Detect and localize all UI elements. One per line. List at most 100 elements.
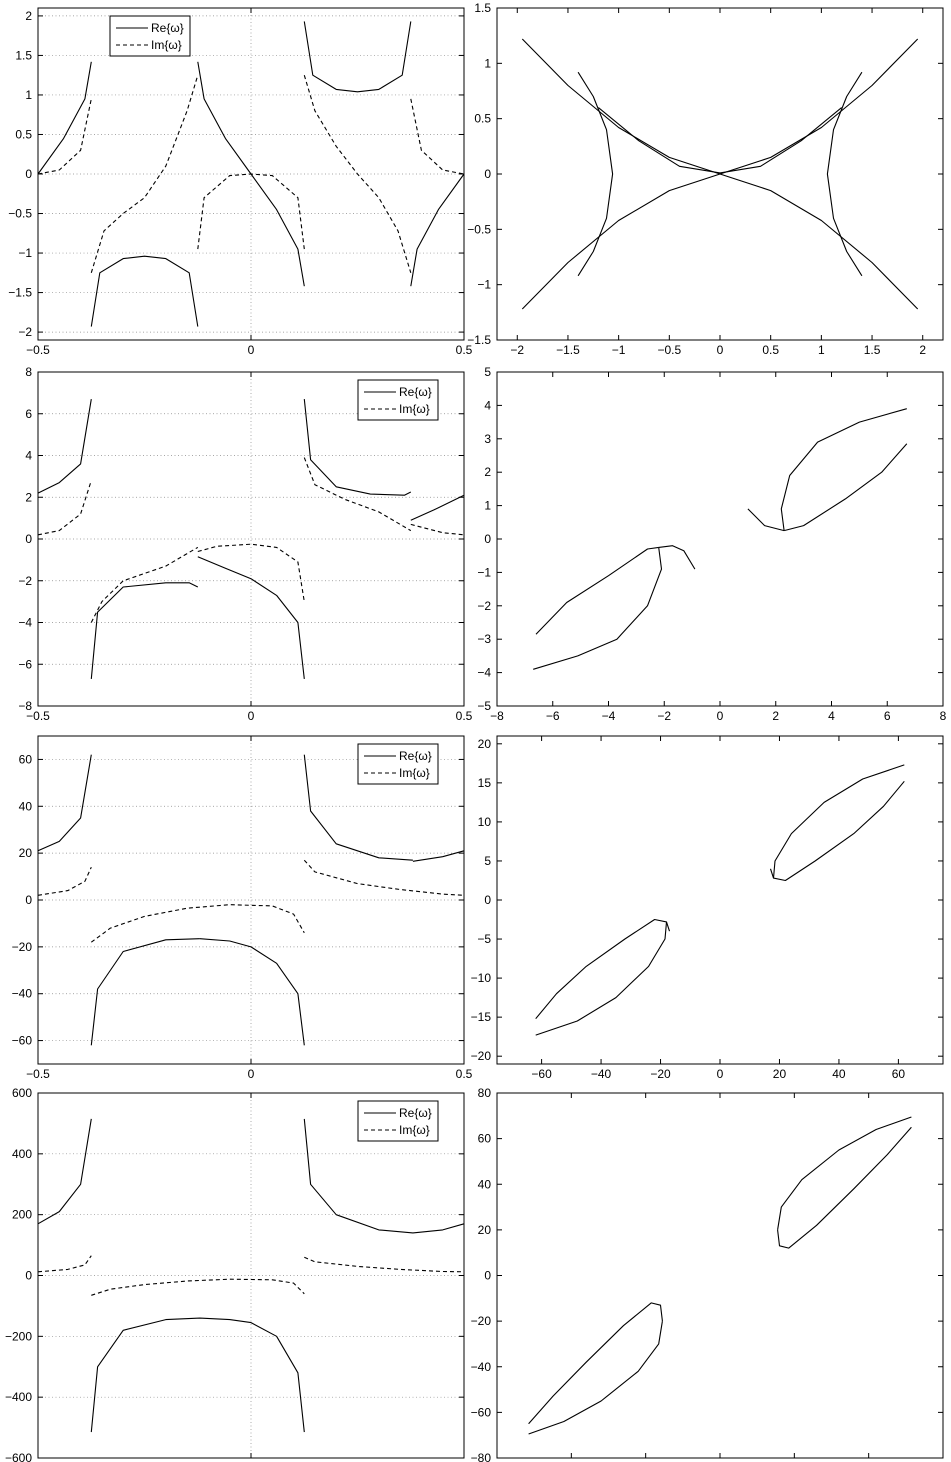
series-curve [535, 764, 905, 1036]
y-tick-label: 1 [484, 56, 491, 70]
series-real [37, 754, 465, 1046]
y-tick-label: 600 [12, 1086, 32, 1100]
y-tick-label: 0 [484, 532, 491, 546]
y-tick-label: 4 [25, 449, 32, 463]
x-tick-label: −0.5 [26, 709, 50, 723]
ticks: −2 −1.5 −1 −0.5 0 0.5 1 1.5 2 −1.5 −1 −0.5 0 0.5 1 1.5 [467, 1, 943, 357]
curve-segment [528, 1302, 663, 1425]
y-tick-label: −20 [471, 1314, 492, 1328]
x-tick-label: −20 [650, 1067, 671, 1081]
y-tick-label: −20 [471, 1049, 492, 1063]
x-tick-label: −60 [531, 1067, 552, 1081]
x-tick-label: −8 [490, 709, 504, 723]
curve-segment [37, 399, 92, 494]
x-tick-label: 2 [919, 343, 926, 357]
chart-1: −0.5 0 0.5 −2 −1.5 −1 −0.5 0 0.5 1 1.5 2 Re{ω} Im{ω} [8, 7, 473, 357]
curve-segment [410, 494, 465, 521]
curve-segment [90, 75, 199, 273]
x-tick-label: 0.5 [456, 343, 473, 357]
curve-segment [521, 173, 919, 310]
x-tick-label: 4 [828, 709, 835, 723]
curve-segment [598, 107, 842, 174]
curve-segment [37, 754, 92, 852]
series-curve [533, 408, 908, 670]
y-tick-label: 40 [19, 799, 33, 813]
legend-label-imag: Im{ω} [399, 766, 430, 780]
x-tick-label: 0 [717, 709, 724, 723]
y-tick-label: 6 [25, 407, 32, 421]
x-tick-label: 0.5 [456, 709, 473, 723]
y-tick-label: 10 [478, 815, 492, 829]
curve-segment [304, 1256, 465, 1273]
x-tick-label: −6 [546, 709, 560, 723]
x-tick-label: 0 [248, 709, 255, 723]
y-tick-label: 0 [25, 167, 32, 181]
y-tick-label: 1.5 [474, 1, 491, 15]
legend-label-imag: Im{ω} [151, 38, 182, 52]
y-tick-label: −4 [18, 616, 32, 630]
curve-segment [528, 1321, 663, 1435]
ticks: −0.5 0 0.5 −8 −6 −4 −2 0 2 4 6 8 [18, 365, 472, 723]
series-imag [37, 859, 465, 943]
chart-3: −0.5 0 0.5 −8 −6 −4 −2 0 2 4 6 8 Re{ω} Im{ω} [18, 365, 472, 723]
y-tick-label: 1 [25, 88, 32, 102]
x-tick-label: −40 [591, 1067, 612, 1081]
y-tick-label: −0.5 [467, 222, 491, 236]
y-tick-label: 40 [478, 1177, 492, 1191]
y-tick-label: 0 [484, 1269, 491, 1283]
curve-segment [410, 98, 465, 175]
curve-segment [658, 545, 696, 570]
curve-segment [90, 904, 305, 943]
curve-segment [90, 938, 200, 1046]
chart-4: −8 −6 −4 −2 0 2 4 6 8 −5 −4 −3 −2 −1 0 1 2 3 4 5 [477, 365, 946, 723]
legend-label-real: Re{ω} [399, 385, 432, 399]
y-tick-label: 60 [478, 1132, 492, 1146]
legend-label-real: Re{ω} [399, 749, 432, 763]
curve-segment [535, 921, 668, 1036]
y-tick-label: 3 [484, 432, 491, 446]
x-tick-label: −1 [612, 343, 626, 357]
x-tick-label: 60 [892, 1067, 906, 1081]
y-tick-label: −60 [12, 1034, 33, 1048]
y-tick-label: −600 [5, 1451, 32, 1462]
x-tick-label: 40 [832, 1067, 846, 1081]
y-tick-label: −1 [477, 278, 491, 292]
ticks: −0.5 0 0.5 −2 −1.5 −1 −0.5 0 0.5 1 1.5 2 [8, 8, 473, 357]
x-tick-label: −0.5 [26, 1067, 50, 1081]
curve-segment [533, 547, 663, 670]
x-tick-label: 1.5 [864, 343, 881, 357]
y-tick-label: 5 [484, 854, 491, 868]
curve-segment [826, 71, 863, 277]
x-tick-label: −0.5 [26, 343, 50, 357]
x-tick-label: −4 [602, 709, 616, 723]
legend-label-real: Re{ω} [151, 21, 184, 35]
y-tick-label: −5 [477, 932, 491, 946]
y-tick-label: −5 [477, 699, 491, 713]
y-tick-label: 0.5 [474, 112, 491, 126]
curve-segment [777, 1116, 912, 1230]
x-tick-label: 6 [884, 709, 891, 723]
x-tick-label: 0 [717, 343, 724, 357]
grid [38, 372, 464, 706]
y-tick-label: −10 [471, 971, 492, 985]
legend: Re{ω} Im{ω} [357, 379, 439, 421]
y-tick-label: 20 [19, 846, 33, 860]
series-imag [37, 457, 465, 623]
legend-box [357, 379, 439, 421]
curve-segment [410, 173, 465, 287]
y-tick-label: 1.5 [15, 48, 32, 62]
chart-5: −0.5 0 0.5 −60 −40 −20 0 20 40 60 Re{ω} Im{ω} [12, 735, 473, 1081]
curve-segment [90, 255, 199, 327]
curve-segment [90, 1317, 305, 1433]
y-tick-label: −2 [18, 325, 32, 339]
curve-segment [37, 1118, 92, 1225]
series-real [37, 1118, 465, 1433]
y-tick-label: −20 [12, 940, 33, 954]
legend: Re{ω} Im{ω} [357, 1100, 439, 1142]
chart-6: −60 −40 −20 0 20 40 60 −20 −15 −10 −5 0 5 10 15 20 [471, 735, 944, 1081]
y-tick-label: 0 [25, 532, 32, 546]
curve-segment [777, 1126, 912, 1249]
chart-8: −600−400−2000200400600−80−60−40−20020406… [471, 1086, 951, 1462]
